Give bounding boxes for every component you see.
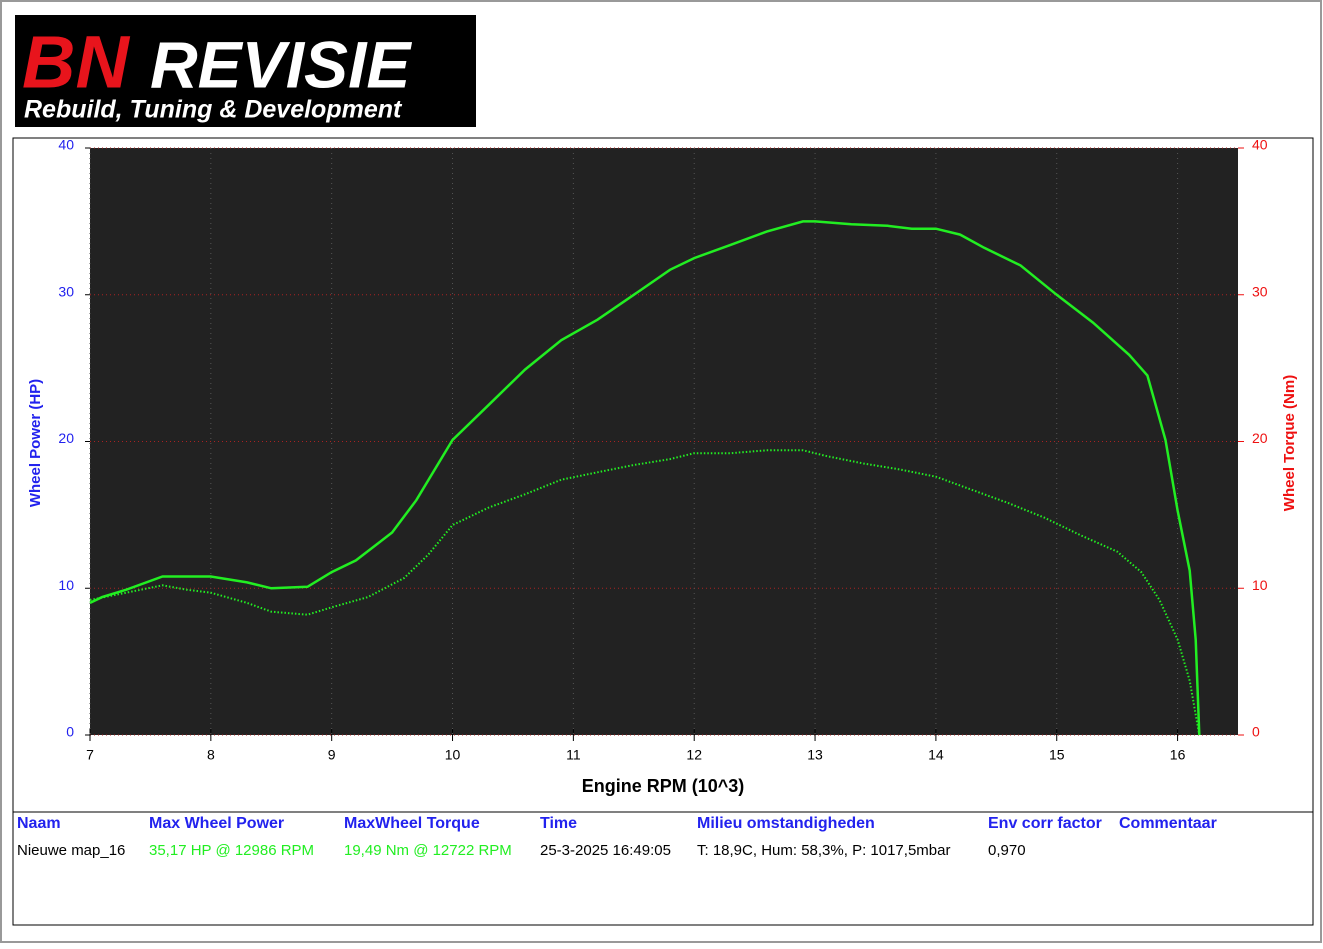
x-tick-label: 9 xyxy=(328,747,336,763)
y2-tick-label: 20 xyxy=(1252,430,1268,446)
y2-tick-label: 30 xyxy=(1252,283,1268,299)
logo-tagline: Rebuild, Tuning & Development xyxy=(24,96,403,124)
y-tick-label: 30 xyxy=(58,283,74,299)
y2-tick-label: 10 xyxy=(1252,577,1268,593)
x-tick-label: 10 xyxy=(445,747,461,763)
x-tick-label: 12 xyxy=(686,747,702,763)
x-tick-label: 8 xyxy=(207,747,215,763)
table-header: MaxWheel Torque xyxy=(344,815,480,832)
table-header: Milieu omstandigheden xyxy=(697,815,875,832)
table-header: Naam xyxy=(17,815,61,832)
x-tick-label: 13 xyxy=(807,747,823,763)
table-header: Commentaar xyxy=(1119,815,1217,832)
x-tick-label: 16 xyxy=(1170,747,1186,763)
x-axis-label: Engine RPM (10^3) xyxy=(582,776,745,796)
table-cell: 0,970 xyxy=(988,842,1026,859)
table-frame xyxy=(12,811,1314,926)
y-tick-label: 10 xyxy=(58,577,74,593)
table-cell: Nieuwe map_16 xyxy=(17,842,125,859)
x-tick-label: 11 xyxy=(566,747,581,763)
y-tick-label: 0 xyxy=(66,724,74,740)
table-header: Max Wheel Power xyxy=(149,815,284,832)
x-tick-label: 7 xyxy=(86,747,94,763)
y-tick-label: 20 xyxy=(58,430,74,446)
x-tick-label: 15 xyxy=(1049,747,1065,763)
y2-axis-label: Wheel Torque (Nm) xyxy=(1281,375,1298,511)
y2-tick-label: 0 xyxy=(1252,724,1260,740)
table-header: Time xyxy=(540,815,577,832)
logo-box xyxy=(15,15,476,127)
table-cell: 35,17 HP @ 12986 RPM xyxy=(149,842,314,859)
logo-brand-red: BN xyxy=(22,21,130,104)
table-cell: T: 18,9C, Hum: 58,3%, P: 1017,5mbar xyxy=(697,842,950,859)
series-line xyxy=(89,449,1201,736)
series-line xyxy=(89,220,1201,736)
table-cell: 25-3-2025 16:49:05 xyxy=(540,842,671,859)
y-tick-label: 40 xyxy=(58,137,74,153)
table-header: Env corr factor xyxy=(988,815,1102,832)
table-cell: 19,49 Nm @ 12722 RPM xyxy=(344,842,512,859)
y2-tick-label: 40 xyxy=(1252,137,1268,153)
logo-brand: REVISIE xyxy=(150,27,412,101)
x-tick-label: 14 xyxy=(928,747,944,763)
y-axis-label: Wheel Power (HP) xyxy=(27,379,44,507)
